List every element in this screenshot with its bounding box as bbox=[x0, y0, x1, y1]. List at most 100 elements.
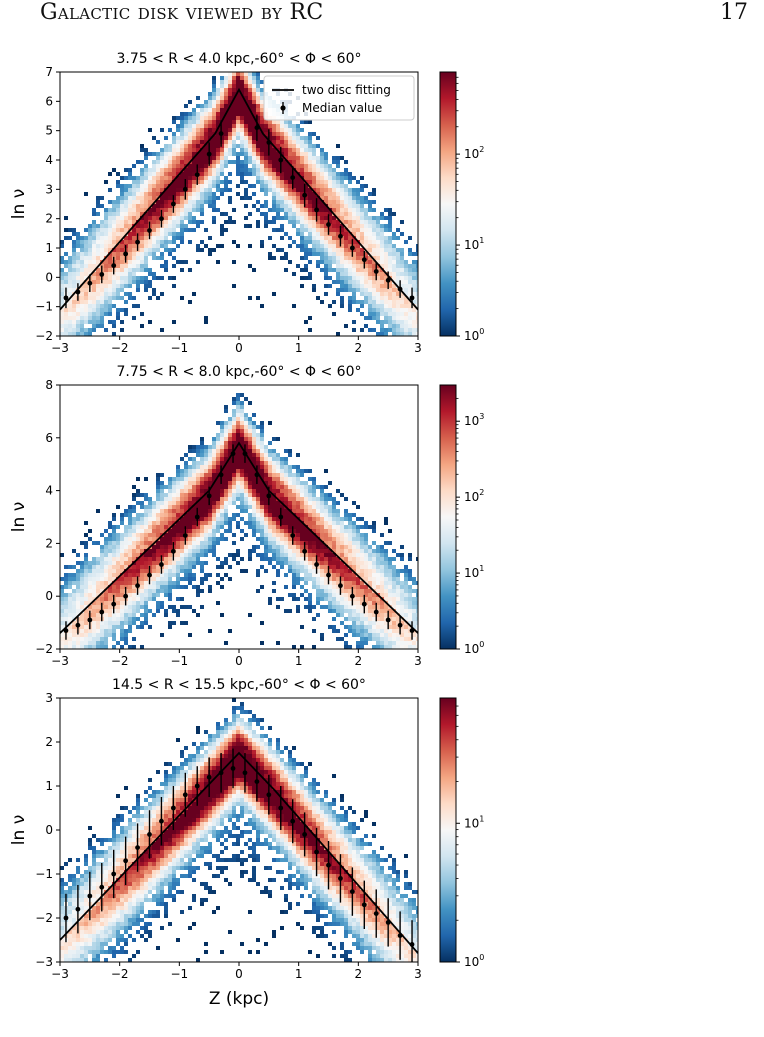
median-point bbox=[111, 871, 117, 877]
y-tick-label: −1 bbox=[35, 300, 53, 314]
median-point bbox=[182, 186, 188, 192]
x-tick-label: 3 bbox=[414, 967, 422, 981]
x-axis-label: Z (kpc) bbox=[209, 989, 269, 1009]
median-point bbox=[75, 289, 81, 295]
y-tick-label: 0 bbox=[45, 270, 53, 284]
y-tick-label: −2 bbox=[35, 642, 53, 656]
y-tick-label: 4 bbox=[45, 484, 53, 498]
median-point bbox=[170, 201, 176, 207]
colorbar bbox=[439, 697, 457, 963]
median-point bbox=[182, 792, 188, 798]
median-point bbox=[218, 770, 224, 776]
median-point bbox=[63, 628, 69, 633]
y-tick-label: 4 bbox=[45, 153, 53, 167]
x-tick-label: −2 bbox=[111, 341, 129, 355]
y-tick-label: −2 bbox=[35, 911, 53, 925]
median-point bbox=[409, 942, 415, 947]
median-point bbox=[75, 622, 81, 628]
x-tick-label: 0 bbox=[235, 341, 243, 355]
median-point bbox=[302, 548, 308, 554]
median-point bbox=[254, 472, 260, 478]
colorbar-tick-label: 102 bbox=[464, 145, 484, 161]
median-point bbox=[338, 876, 343, 881]
panel-title: 3.75 < R < 4.0 kpc,-60° < Φ < 60° bbox=[117, 51, 362, 67]
x-tick-label: −2 bbox=[111, 654, 129, 668]
median-point bbox=[123, 251, 129, 257]
median-point bbox=[99, 884, 105, 890]
median-point bbox=[194, 514, 200, 520]
median-point bbox=[302, 192, 308, 198]
y-tick-label: −3 bbox=[35, 955, 53, 969]
x-tick-label: −1 bbox=[170, 341, 188, 355]
median-point bbox=[170, 805, 176, 811]
legend-entry: Median value bbox=[302, 101, 382, 115]
y-tick-label: −1 bbox=[35, 867, 53, 881]
median-point bbox=[147, 572, 152, 578]
median-point bbox=[278, 157, 284, 163]
median-point bbox=[194, 783, 200, 789]
x-tick-label: −3 bbox=[51, 341, 69, 355]
median-point bbox=[373, 269, 379, 274]
median-point bbox=[373, 609, 379, 615]
median-point bbox=[135, 845, 140, 850]
y-tick-label: 3 bbox=[45, 691, 53, 705]
median-point bbox=[314, 207, 319, 213]
median-point bbox=[254, 779, 260, 784]
median-point bbox=[278, 514, 284, 520]
colorbar bbox=[439, 384, 457, 650]
median-point bbox=[87, 280, 93, 286]
median-point bbox=[385, 277, 391, 283]
legend-point-swatch bbox=[280, 105, 286, 111]
median-point bbox=[385, 617, 391, 623]
two-disc-fit-line bbox=[60, 441, 418, 634]
median-point bbox=[254, 125, 260, 131]
x-tick-label: −3 bbox=[51, 654, 69, 668]
y-tick-label: 2 bbox=[45, 536, 53, 550]
x-tick-label: 2 bbox=[355, 341, 363, 355]
y-axis-label: ln ν bbox=[9, 815, 29, 845]
median-point bbox=[397, 933, 403, 938]
median-point bbox=[302, 832, 308, 837]
median-series bbox=[63, 748, 415, 962]
legend: two disc fitting Median value bbox=[263, 75, 415, 121]
x-tick-label: 0 bbox=[235, 654, 243, 668]
median-point bbox=[266, 792, 272, 798]
median-point bbox=[290, 533, 296, 538]
median-point bbox=[361, 257, 367, 263]
y-tick-label: 5 bbox=[45, 124, 53, 138]
median-point bbox=[63, 295, 69, 301]
median-series bbox=[63, 114, 415, 309]
median-point bbox=[338, 583, 343, 589]
two-disc-fit-line bbox=[60, 751, 418, 954]
median-point bbox=[135, 583, 140, 589]
y-tick-label: −2 bbox=[35, 329, 53, 343]
median-point bbox=[373, 911, 379, 916]
median-point bbox=[409, 628, 415, 633]
panel-title: 14.5 < R < 15.5 kpc,-60° < Φ < 60° bbox=[112, 677, 366, 693]
x-tick-label: −1 bbox=[170, 967, 188, 981]
colorbar-tick-label: 101 bbox=[464, 236, 484, 252]
median-point bbox=[218, 131, 224, 137]
x-tick-label: 1 bbox=[295, 341, 303, 355]
median-point bbox=[135, 239, 140, 245]
median-point bbox=[194, 172, 200, 178]
median-point bbox=[63, 915, 69, 921]
x-tick-label: 3 bbox=[414, 654, 422, 668]
median-point bbox=[230, 766, 236, 771]
x-tick-label: 1 bbox=[295, 654, 303, 668]
y-axis-label: ln ν bbox=[9, 502, 29, 532]
y-tick-label: 6 bbox=[45, 94, 53, 108]
y-tick-label: 2 bbox=[45, 212, 53, 226]
median-point bbox=[87, 893, 93, 899]
median-point bbox=[349, 245, 355, 251]
median-point bbox=[147, 228, 152, 233]
x-tick-label: 1 bbox=[295, 967, 303, 981]
median-point bbox=[159, 562, 164, 567]
y-tick-label: 1 bbox=[45, 241, 53, 255]
colorbar-tick-label: 101 bbox=[464, 814, 484, 830]
median-point bbox=[99, 609, 105, 615]
median-point bbox=[111, 601, 117, 607]
